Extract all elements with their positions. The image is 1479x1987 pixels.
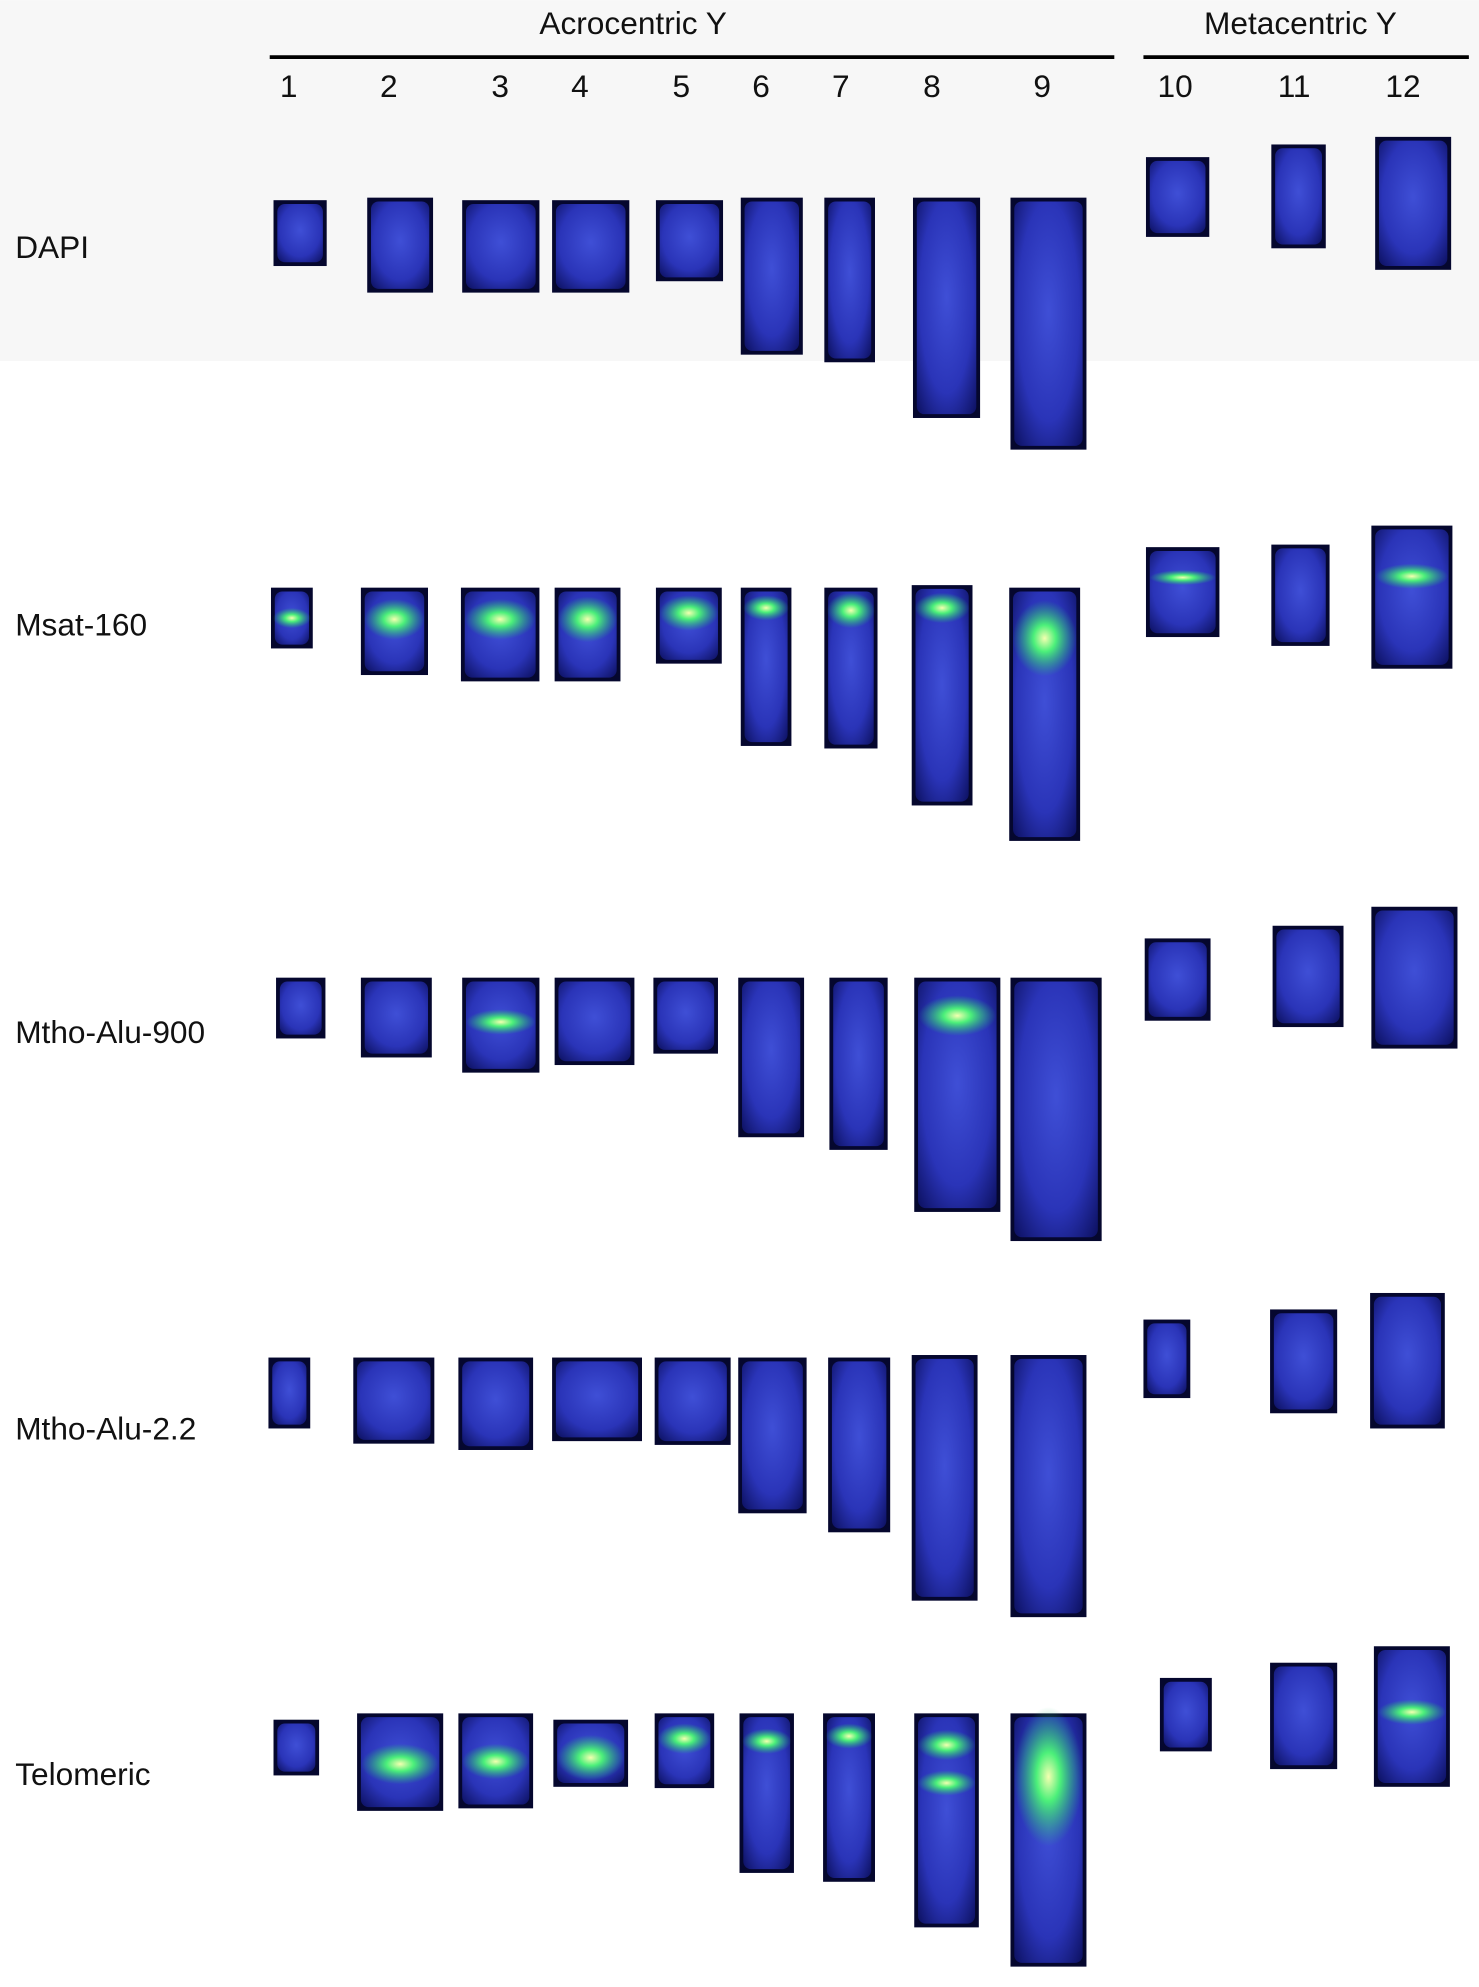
column-number: 6	[752, 68, 770, 104]
chromosome	[558, 981, 631, 1062]
column-number: 2	[380, 68, 398, 104]
panels	[268, 136, 1458, 1967]
chromosome	[1273, 1666, 1334, 1766]
fish-signal	[914, 592, 970, 624]
group-label: Metacentric Y	[1204, 5, 1397, 41]
column-number: 7	[832, 68, 850, 104]
row-label: Telomeric	[15, 1756, 150, 1792]
chromosome	[742, 1361, 803, 1510]
chromosome	[1149, 550, 1216, 634]
column-number: 4	[571, 68, 589, 104]
chromosome	[744, 591, 788, 743]
fish-signal	[557, 596, 618, 643]
chromosome	[1375, 529, 1449, 665]
fish-signal	[361, 1743, 439, 1785]
chromosome	[658, 1361, 727, 1442]
chromosome	[1014, 981, 1098, 1238]
column-number: 5	[672, 68, 690, 104]
chromosome	[1378, 140, 1448, 267]
row-label: DAPI	[15, 229, 89, 265]
chromosome	[918, 981, 997, 1209]
row-label: Mtho-Alu-900	[15, 1014, 205, 1050]
fish-signal	[364, 599, 425, 640]
chromosome	[555, 203, 626, 289]
fish-signal	[917, 1729, 976, 1761]
column-number: 12	[1385, 68, 1420, 104]
chromosome	[279, 981, 322, 1035]
chromosome	[1273, 1313, 1334, 1410]
fish-signal	[825, 1723, 873, 1749]
column-number: 1	[280, 68, 298, 104]
fish-signal	[743, 595, 789, 621]
chromosome	[1276, 929, 1340, 1024]
column-number: 9	[1033, 68, 1051, 104]
chromosome	[1014, 201, 1083, 446]
column-number: 3	[491, 68, 509, 104]
chromosome	[277, 1723, 316, 1772]
chromosome	[915, 1358, 974, 1597]
chromosome	[371, 201, 430, 289]
chromosome	[357, 1361, 431, 1440]
fish-signal	[466, 1009, 536, 1035]
chromosome	[916, 201, 977, 415]
chromosome	[465, 203, 536, 289]
chromosome	[828, 201, 872, 359]
chromosome	[1149, 160, 1206, 234]
row-label: Msat-160	[15, 606, 147, 642]
fish-signal	[557, 1734, 625, 1781]
fish-signal	[659, 595, 719, 631]
chromosome	[1375, 910, 1454, 1045]
chromosome	[831, 1361, 887, 1529]
fish-signal	[1012, 600, 1077, 677]
fish-signal	[742, 1728, 792, 1754]
fish-signal	[1375, 563, 1449, 589]
fish-signal	[464, 599, 536, 640]
fish-signal	[1014, 1707, 1083, 1847]
chromosome	[1148, 942, 1207, 1017]
fish-signal	[462, 1743, 530, 1780]
column-number: 8	[923, 68, 941, 104]
chromosome	[826, 1717, 872, 1878]
fish-signal	[273, 607, 311, 629]
chromosome	[555, 1361, 639, 1438]
group-label: Acrocentric Y	[539, 5, 727, 41]
chromosome	[742, 981, 801, 1134]
column-number: 11	[1278, 68, 1311, 104]
fish-signal	[1377, 1699, 1447, 1725]
chromosome	[743, 1717, 791, 1870]
chromosome	[744, 201, 800, 351]
chromosome	[1275, 548, 1326, 643]
chromosome	[915, 588, 969, 802]
chromosome	[659, 203, 720, 278]
chromosome	[657, 981, 715, 1050]
chromosome	[1275, 148, 1322, 245]
chromosome	[277, 203, 323, 263]
chromosome	[1163, 1681, 1209, 1748]
chromosome	[1014, 1358, 1083, 1614]
chromosome	[828, 591, 874, 745]
fish-signal	[917, 1770, 976, 1796]
row-background	[0, 0, 1479, 361]
chromosome	[364, 981, 428, 1054]
fish-signal	[657, 1723, 712, 1754]
chromosome	[1373, 1296, 1442, 1425]
chromosome	[918, 1717, 976, 1924]
chromosome	[1147, 1323, 1187, 1395]
chromosome	[272, 1361, 307, 1425]
fish-signal	[918, 995, 997, 1036]
fish-signal	[1149, 569, 1216, 586]
chromosome	[833, 981, 884, 1147]
fish-signal	[826, 592, 875, 629]
row-label: Mtho-Alu-2.2	[15, 1410, 196, 1446]
column-number: 10	[1157, 68, 1192, 104]
chromosome	[462, 1361, 530, 1447]
